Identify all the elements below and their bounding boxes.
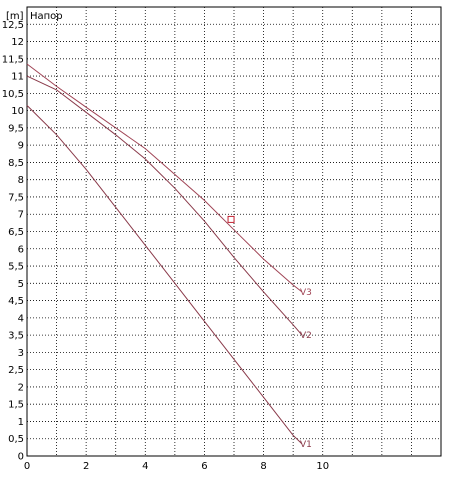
plot-frame [26,6,442,457]
y-tick-label: 11 [11,72,24,83]
y-tick-label: 9,5 [8,123,24,134]
grid [27,6,441,456]
x-tick-label: 6 [201,461,207,472]
series-label-v1: V1 [300,440,312,450]
y-tick-label: 4,5 [8,296,24,307]
y-tick-label: 8 [18,175,24,186]
y-tick-label: 12,5 [2,20,24,31]
y-tick-label: 12 [11,37,24,48]
x-tick-label: 4 [142,461,148,472]
series-line-v3 [26,63,303,293]
y-tick-label: 8,5 [8,158,24,169]
y-tick-label: 11,5 [2,54,24,65]
y-tick-label: 1,5 [8,400,24,411]
y-tick-label: 10,5 [2,89,24,100]
x-tick-label: 8 [260,461,266,472]
y-tick-label: 2 [18,382,24,393]
curves: V1 V2 V3 [26,63,312,450]
y-tick-label: 10 [11,106,24,117]
y-tick-label: 7 [18,210,24,221]
markers [227,215,235,223]
series-label-v2: V2 [300,331,312,341]
x-tick-label: 10 [316,461,329,472]
x-tick-label: 2 [83,461,89,472]
x-axis-ticks: 0 2 4 6 8 10 [24,461,329,472]
y-axis-ticks: 00,511,522,533,544,555,566,577,588,599,5… [2,20,24,463]
y-tick-label: 0 [18,452,24,463]
series-line-v1 [26,105,303,445]
chart-title: Напор [30,11,63,22]
operating-point-marker [227,215,235,223]
series-label-v3: V3 [300,288,312,298]
y-tick-label: 2,5 [8,365,24,376]
y-unit-label: [m] [6,11,24,22]
y-tick-label: 7,5 [8,192,24,203]
y-tick-label: 3 [18,348,24,359]
y-tick-label: 5 [18,279,24,290]
series-line-v2 [26,75,303,336]
y-tick-label: 5,5 [8,262,24,273]
y-tick-label: 4 [18,313,24,324]
y-tick-label: 9 [18,141,24,152]
y-tick-label: 3,5 [8,331,24,342]
y-tick-label: 6 [18,244,24,255]
x-tick-label: 0 [24,461,30,472]
y-tick-label: 0,5 [8,434,24,445]
y-tick-label: 1 [18,417,24,428]
y-tick-label: 6,5 [8,227,24,238]
